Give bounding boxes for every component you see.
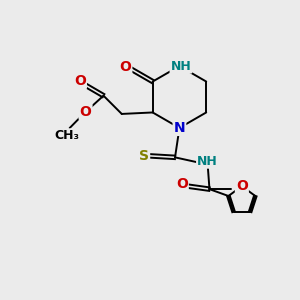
- Text: N: N: [174, 121, 185, 135]
- Text: S: S: [139, 149, 149, 163]
- Text: CH₃: CH₃: [54, 129, 79, 142]
- Text: O: O: [119, 60, 131, 74]
- Text: O: O: [74, 74, 86, 88]
- Text: O: O: [236, 179, 248, 193]
- Text: O: O: [176, 177, 188, 191]
- Text: NH: NH: [197, 155, 218, 168]
- Text: O: O: [80, 105, 92, 119]
- Text: NH: NH: [170, 60, 191, 73]
